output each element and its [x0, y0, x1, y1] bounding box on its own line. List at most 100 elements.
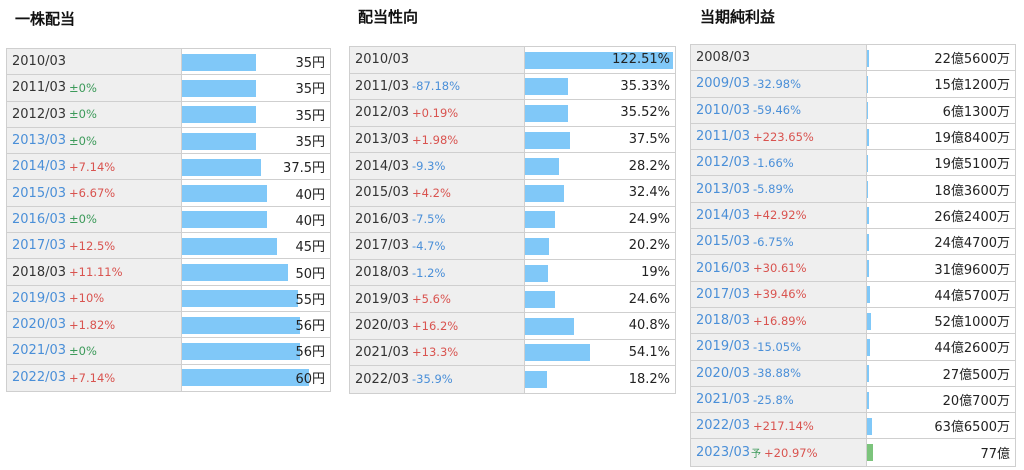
payout-title: 配当性向 [358, 8, 419, 26]
bar-cell: 24.9% [525, 207, 675, 233]
change-percent: +42.92% [753, 208, 807, 223]
value-bar [867, 128, 869, 146]
net-income-title: 当期純利益 [700, 8, 776, 26]
change-percent: +1.98% [412, 132, 459, 147]
net_income-row: 2018/03 +16.89% 52億1000万 [691, 307, 1015, 335]
change-percent: +13.3% [412, 345, 459, 360]
change-percent: +7.14% [69, 370, 116, 385]
payout-table: 2010/03 122.51% 2011/03 -87.18% 35.33% 2012/0… [349, 46, 676, 394]
change-percent: -1.2% [412, 265, 446, 280]
year-link[interactable]: 2014/03 [12, 159, 67, 175]
year-link[interactable]: 2015/03 [696, 234, 751, 250]
value-text: 52億1000万 [934, 315, 1010, 331]
net_income-row: 2022/03 +217.14% 63億6500万 [691, 413, 1015, 440]
year-link[interactable]: 2018/03 [696, 313, 751, 329]
year-link[interactable]: 2011/03 [696, 129, 751, 145]
year-cell: 2016/03 -7.5% [350, 206, 525, 233]
value-bar [525, 51, 673, 69]
change-percent: +4.2% [412, 185, 451, 200]
value-text: 35.33% [620, 78, 670, 94]
value-bar [525, 184, 565, 202]
value-bar [867, 102, 868, 120]
value-bar [867, 49, 869, 67]
year-label: 2017/03 [355, 238, 410, 254]
bar-cell: 40円 [182, 207, 330, 232]
change-percent: +30.61% [753, 261, 807, 276]
net_income-row: 2017/03 +39.46% 44億5700万 [691, 281, 1015, 308]
value-bar [867, 181, 869, 199]
value-text: 18億3600万 [934, 183, 1010, 199]
year-label: 2019/03 [355, 291, 410, 307]
bar-cell: 52億1000万 [867, 308, 1015, 333]
year-cell: 2019/03 +5.6% [350, 286, 525, 312]
value-bar [525, 131, 571, 149]
value-bar [182, 185, 267, 203]
year-cell: 2013/03 +1.98% [350, 126, 525, 153]
year-cell: 2014/03 +7.14% [7, 154, 182, 180]
year-cell: 2021/03 ±0% [7, 338, 182, 364]
value-text: 54.1% [628, 344, 670, 360]
bar-cell: 77億 [867, 439, 1015, 465]
year-link[interactable]: 2022/03 [696, 418, 751, 434]
net_income-row: 2012/03 -1.66% 19億5100万 [691, 150, 1015, 177]
value-bar [525, 104, 568, 122]
value-text: 6億1300万 [942, 104, 1010, 120]
year-link[interactable]: 2012/03 [696, 155, 751, 171]
year-cell: 2011/03 ±0% [7, 75, 182, 101]
year-label: 2015/03 [355, 185, 410, 201]
value-bar [525, 370, 547, 388]
value-bar [182, 316, 301, 334]
net_income-row: 2019/03 -15.05% 44億2600万 [691, 334, 1015, 361]
year-link[interactable]: 2023/03 [696, 445, 751, 461]
change-percent: ±0% [69, 343, 97, 358]
year-link[interactable]: 2021/03 [12, 343, 67, 359]
net_income-row: 2008/03 22億5600万 [691, 45, 1015, 72]
year-cell: 2015/03 +6.67% [7, 180, 182, 206]
year-link[interactable]: 2015/03 [12, 185, 67, 201]
value-text: 77億 [980, 447, 1010, 463]
year-cell: 2017/03 +39.46% [691, 281, 867, 307]
value-text: 40円 [295, 213, 325, 229]
year-link[interactable]: 2010/03 [696, 102, 751, 118]
year-label: 2010/03 [12, 54, 67, 70]
year-link[interactable]: 2020/03 [12, 317, 67, 333]
year-cell: 2021/03 -25.8% [691, 386, 867, 413]
value-text: 35円 [295, 135, 325, 151]
change-percent: -9.3% [412, 159, 446, 174]
payout-row: 2022/03 -35.9% 18.2% [350, 366, 675, 393]
year-link[interactable]: 2022/03 [12, 370, 67, 386]
net_income-row: 2021/03 -25.8% 20億700万 [691, 386, 1015, 414]
year-cell: 2010/03 [350, 47, 525, 73]
change-percent: +0.19% [412, 105, 459, 120]
change-percent: +5.6% [412, 292, 451, 307]
bar-cell: 32.4% [525, 180, 675, 206]
change-percent: +7.14% [69, 159, 116, 174]
year-link[interactable]: 2016/03 [12, 211, 67, 227]
year-link[interactable]: 2019/03 [696, 339, 751, 355]
bar-cell: 44億2600万 [867, 334, 1015, 359]
year-link[interactable]: 2021/03 [696, 392, 751, 407]
year-link[interactable]: 2019/03 [12, 290, 67, 306]
value-text: 28.2% [628, 158, 670, 174]
net_income-row: 2015/03 -6.75% 24億4700万 [691, 229, 1015, 256]
year-link[interactable]: 2009/03 [696, 76, 751, 92]
year-cell: 2014/03 +42.92% [691, 202, 867, 229]
year-link[interactable]: 2020/03 [696, 365, 751, 381]
dividend-row: 2020/03 +1.82% 56円 [7, 311, 330, 339]
year-link[interactable]: 2013/03 [12, 133, 67, 149]
dividend-row: 2013/03 ±0% 35円 [7, 127, 330, 155]
change-percent: -15.05% [753, 339, 802, 354]
year-link[interactable]: 2017/03 [12, 238, 67, 254]
value-text: 35円 [295, 108, 325, 124]
dividend-row: 2018/03 +11.11% 50円 [7, 259, 330, 286]
bar-cell: 18億3600万 [867, 176, 1015, 201]
year-link[interactable]: 2013/03 [696, 181, 751, 197]
value-text: 35円 [295, 56, 325, 72]
change-percent: -35.9% [412, 372, 453, 387]
payout-row: 2013/03 +1.98% 37.5% [350, 126, 675, 154]
year-link[interactable]: 2016/03 [696, 260, 751, 276]
year-link[interactable]: 2017/03 [696, 286, 751, 302]
bar-cell: 31億9600万 [867, 255, 1015, 280]
value-text: 19% [641, 265, 670, 281]
year-link[interactable]: 2014/03 [696, 207, 751, 223]
